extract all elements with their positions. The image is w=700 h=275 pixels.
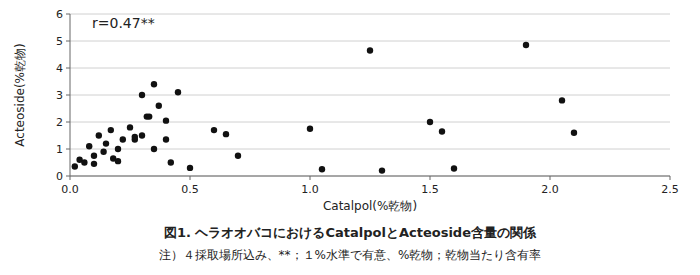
point bbox=[132, 134, 138, 140]
y-tick-label: 1 bbox=[56, 143, 63, 156]
point bbox=[146, 113, 152, 119]
x-tick bbox=[430, 176, 431, 180]
point bbox=[96, 132, 102, 138]
x-tick bbox=[70, 176, 71, 180]
grid bbox=[70, 14, 670, 176]
x-tick bbox=[310, 176, 311, 180]
point bbox=[100, 149, 106, 155]
annotation: r=0.47** bbox=[92, 15, 155, 31]
y-tick bbox=[66, 95, 70, 96]
point bbox=[120, 136, 126, 142]
y-tick-label: 3 bbox=[56, 89, 63, 102]
y-axis-label: Acteoside(%乾物) bbox=[13, 43, 27, 146]
point bbox=[163, 117, 169, 123]
point bbox=[151, 81, 157, 87]
y-tick-label: 4 bbox=[56, 62, 63, 75]
x-axis-line bbox=[70, 176, 670, 177]
point bbox=[571, 130, 577, 136]
point bbox=[168, 159, 174, 165]
point bbox=[427, 119, 433, 125]
point bbox=[211, 127, 217, 133]
point bbox=[367, 47, 373, 53]
points bbox=[72, 42, 578, 174]
point bbox=[379, 167, 385, 173]
point bbox=[175, 89, 181, 95]
point bbox=[223, 131, 229, 137]
x-tick bbox=[670, 176, 671, 180]
grid-line bbox=[70, 14, 670, 15]
x-tick bbox=[550, 176, 551, 180]
point bbox=[319, 166, 325, 172]
grid-line bbox=[70, 122, 670, 123]
point bbox=[91, 161, 97, 167]
x-axis-label: Catalpol(%乾物) bbox=[323, 199, 417, 213]
grid-line bbox=[70, 68, 670, 69]
y-tick-label: 2 bbox=[56, 116, 63, 129]
subtitle: 注）４採取場所込み、**；１%水準で有意、%乾物；乾物当たり含有率 bbox=[159, 248, 542, 262]
point bbox=[72, 163, 78, 169]
point bbox=[108, 127, 114, 133]
point bbox=[163, 136, 169, 142]
point bbox=[81, 159, 87, 165]
x-tick-label: 2.5 bbox=[661, 183, 679, 196]
grid-line bbox=[70, 41, 670, 42]
point bbox=[86, 143, 92, 149]
y-tick-label: 0 bbox=[56, 170, 63, 183]
y-tick-label: 5 bbox=[56, 35, 63, 48]
y-tick-label: 6 bbox=[56, 8, 63, 21]
x-tick bbox=[190, 176, 191, 180]
y-tick bbox=[66, 176, 70, 177]
grid-line bbox=[70, 176, 670, 177]
point bbox=[307, 126, 313, 132]
point bbox=[103, 140, 109, 146]
x-tick-label: 0.5 bbox=[181, 183, 199, 196]
point bbox=[451, 165, 457, 171]
point bbox=[187, 165, 193, 171]
x-tick-label: 0.0 bbox=[61, 183, 79, 196]
grid-line bbox=[70, 149, 670, 150]
x-tick-label: 1.0 bbox=[301, 183, 319, 196]
point bbox=[115, 146, 121, 152]
title: 図1. ヘラオオバコにおけるCatalpolとActeoside含量の関係 bbox=[164, 225, 537, 240]
y-tick bbox=[66, 149, 70, 150]
point bbox=[523, 42, 529, 48]
point bbox=[235, 153, 241, 159]
point bbox=[151, 146, 157, 152]
point bbox=[439, 128, 445, 134]
y-tick bbox=[66, 68, 70, 69]
y-axis-line bbox=[70, 14, 71, 176]
grid-line bbox=[70, 95, 670, 96]
point bbox=[156, 103, 162, 109]
x-tick-label: 1.5 bbox=[421, 183, 439, 196]
y-tick bbox=[66, 122, 70, 123]
point bbox=[127, 124, 133, 130]
point bbox=[139, 132, 145, 138]
x-tick-label: 2.0 bbox=[541, 183, 559, 196]
point bbox=[115, 158, 121, 164]
y-tick bbox=[66, 41, 70, 42]
point bbox=[139, 92, 145, 98]
point bbox=[559, 97, 565, 103]
chart: 0 1 2 3 4 5 6 0.0 0.5 1.0 1.5 2.0 2.5 r=0.47** Catalpo… bbox=[0, 0, 700, 275]
point bbox=[91, 153, 97, 159]
y-tick bbox=[66, 14, 70, 15]
